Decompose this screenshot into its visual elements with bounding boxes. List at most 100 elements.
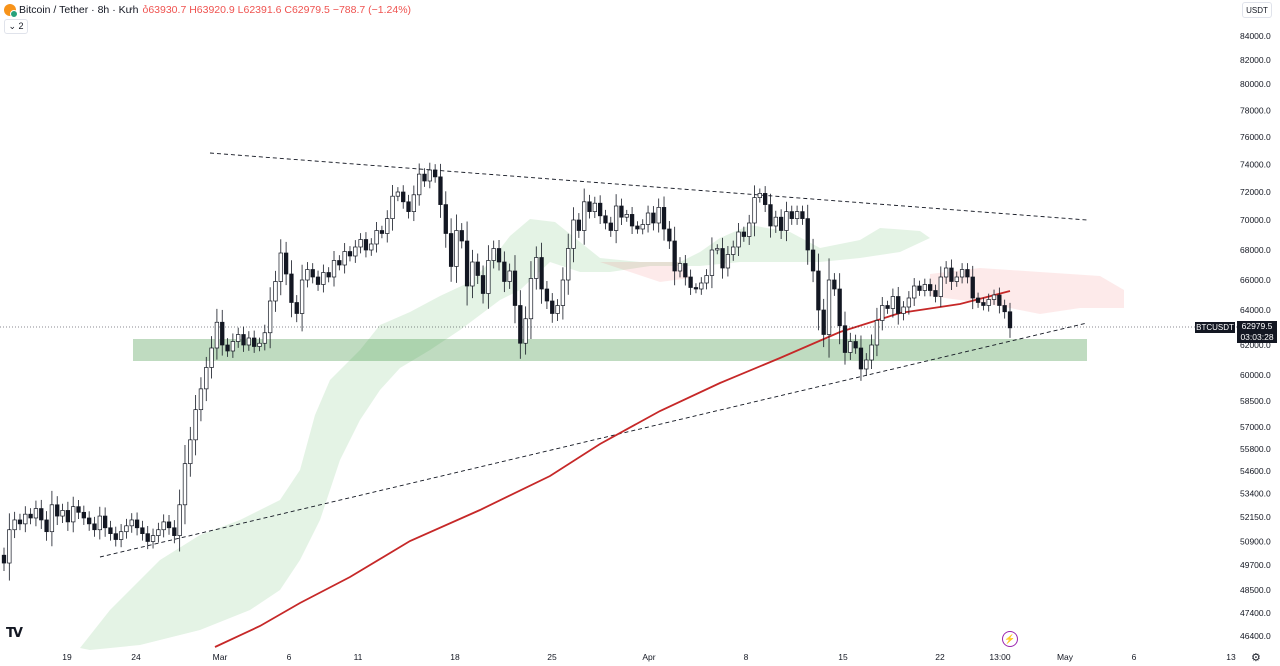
candle: [385, 210, 390, 243]
tradingview-logo-icon[interactable]: TV: [6, 626, 23, 641]
candle: [720, 237, 725, 279]
candle: [757, 188, 762, 203]
candle: [890, 288, 896, 318]
candle: [315, 270, 321, 291]
candle: [502, 251, 507, 293]
symbol-price-tag: BTCUSDT: [1195, 322, 1235, 333]
bullish-cloud: [80, 219, 930, 650]
price-axis[interactable]: 84000.0 82000.0 80000.0 78000.0 76000.0 74000…: [1240, 31, 1271, 641]
candle: [464, 221, 470, 306]
gear-icon[interactable]: ⚙: [1251, 651, 1261, 664]
candle: [608, 216, 613, 237]
candle: [262, 324, 267, 351]
trend-line-1[interactable]: [209, 152, 1088, 221]
candle: [198, 377, 204, 422]
candle: [656, 198, 661, 233]
candle: [294, 295, 299, 323]
candle: [129, 513, 134, 533]
currency-button[interactable]: USDT: [1242, 2, 1272, 18]
candle: [113, 526, 118, 547]
candle: [901, 301, 906, 321]
price-tick-label: 57000.0: [1240, 422, 1271, 432]
candle: [672, 226, 677, 286]
candle: [443, 191, 448, 248]
price-tick-label: 46400.0: [1240, 631, 1271, 641]
bar-countdown: 03:03:28: [1240, 331, 1274, 342]
symbol-title[interactable]: Bitcoin / Tether · 8h · Kưh: [19, 4, 139, 16]
candle: [550, 293, 555, 323]
candle: [991, 289, 997, 305]
candle: [33, 500, 39, 527]
candle: [821, 298, 826, 348]
ichimoku-cloud: [80, 219, 1124, 650]
candle: [39, 499, 44, 529]
candle: [71, 496, 76, 533]
candle: [741, 226, 747, 242]
candle: [326, 267, 331, 283]
candle: [954, 271, 959, 287]
candle: [986, 293, 991, 312]
candle: [102, 507, 108, 537]
candle: [912, 278, 917, 306]
candle: [246, 331, 251, 351]
candlestick-series: [1, 162, 1013, 581]
symbol-header[interactable]: Bitcoin / Tether · 8h · Kưh ỏ63930.7 H63…: [4, 3, 411, 18]
time-tick-label: 18: [450, 652, 460, 662]
candle: [278, 239, 283, 296]
candle: [337, 255, 342, 271]
current-price-tag: 62979.5 03:03:28: [1237, 321, 1277, 343]
time-axis[interactable]: 19 24 Mar 6 11 18 25 Apr 8 15 22 13:00 May 6 13: [62, 652, 1236, 662]
price-tick-label: 47400.0: [1240, 608, 1271, 618]
candle: [688, 269, 693, 295]
lightning-icon[interactable]: ⚡: [1002, 631, 1018, 647]
candle: [629, 206, 635, 234]
candle: [661, 196, 667, 241]
candle: [55, 496, 60, 526]
price-tick-label: 50900.0: [1240, 536, 1271, 546]
candle: [874, 307, 880, 357]
candle: [257, 337, 262, 352]
candle: [347, 246, 353, 262]
candle: [486, 245, 491, 309]
candle: [44, 511, 49, 541]
candle: [566, 233, 571, 295]
candle: [161, 514, 166, 538]
candle: [134, 512, 140, 536]
candle: [305, 262, 310, 288]
candle: [794, 205, 800, 225]
candle: [773, 210, 778, 233]
candle: [853, 334, 858, 354]
candle: [172, 520, 177, 544]
candle: [310, 263, 315, 284]
candle: [140, 520, 145, 541]
time-tick-label: 13: [1226, 652, 1236, 662]
candle: [353, 240, 358, 263]
candle: [1002, 299, 1007, 319]
price-tick-label: 84000.0: [1240, 31, 1271, 41]
price-tick-label: 64000.0: [1240, 305, 1271, 315]
time-tick-label: 6: [1132, 652, 1137, 662]
time-tick-label: May: [1057, 652, 1074, 662]
candle: [965, 263, 970, 284]
indicator-collapse-button[interactable]: ⌄ 2: [4, 19, 28, 34]
candle: [76, 500, 81, 520]
price-tick-label: 49700.0: [1240, 560, 1271, 570]
candle: [374, 222, 379, 253]
candle: [118, 524, 124, 548]
candle: [432, 164, 438, 183]
candle: [401, 185, 406, 209]
candle: [177, 489, 182, 552]
candle: [491, 240, 496, 269]
candle: [390, 184, 395, 231]
candle: [406, 194, 411, 219]
candle: [544, 281, 550, 309]
candle: [970, 265, 975, 310]
candle: [480, 265, 486, 304]
candle: [299, 264, 305, 332]
candle: [693, 283, 699, 294]
candle: [417, 163, 422, 206]
candle: [225, 338, 230, 357]
trend-line-2[interactable]: [99, 322, 1088, 558]
